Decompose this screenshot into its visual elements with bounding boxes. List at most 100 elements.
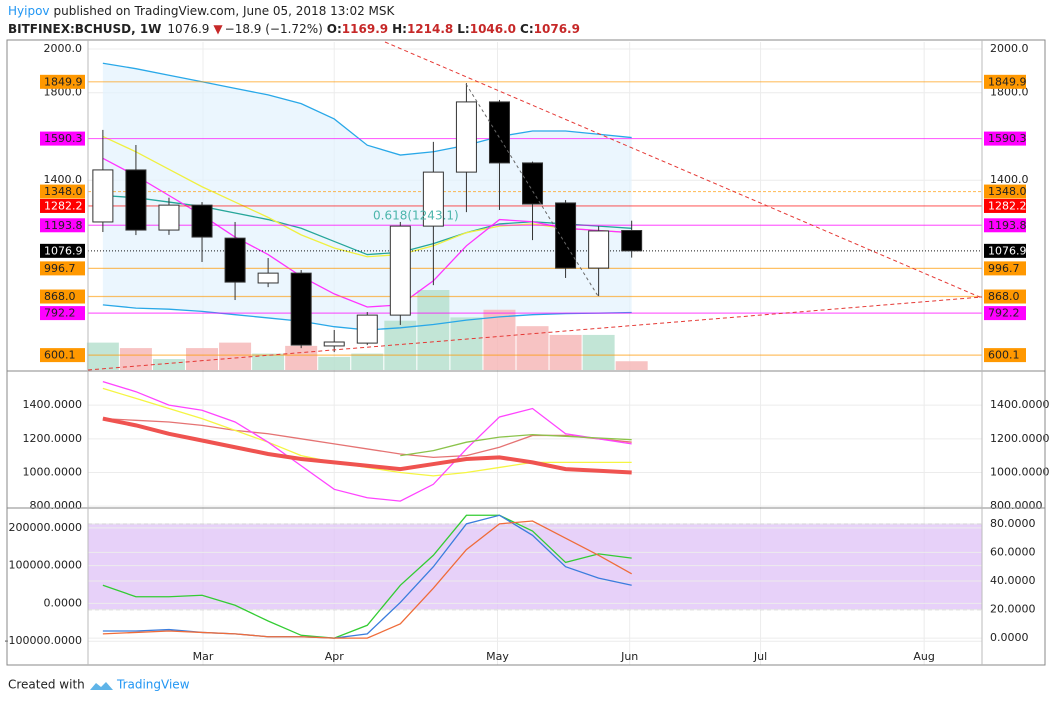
- level-label: 1076.9: [988, 244, 1027, 257]
- h-label: H:: [392, 22, 407, 36]
- volume-bar: [483, 309, 516, 370]
- level-label: 792.2: [988, 307, 1020, 320]
- y-tick-label: 1200.0000: [23, 432, 83, 445]
- level-tag: [984, 243, 1026, 258]
- level-label: 1348.0: [44, 185, 83, 198]
- level-tag: [984, 184, 1026, 199]
- volume-bar: [615, 361, 648, 370]
- band-fill: [102, 63, 632, 330]
- trendline: [87, 296, 983, 371]
- header-line: Hyipov published on TradingView.com, June…: [8, 4, 396, 18]
- level-label: 1193.8: [44, 219, 83, 232]
- y-tick-label: 2000.0: [990, 42, 1029, 55]
- series-line: [102, 520, 632, 639]
- footer-text: Created with: [8, 678, 85, 692]
- volume-bar: [152, 359, 185, 370]
- volume-bar: [417, 290, 450, 370]
- volume-bar: [351, 353, 384, 370]
- volume-bar: [516, 326, 549, 370]
- level-tag: [984, 348, 1026, 363]
- level-tag: [40, 243, 85, 258]
- candle-body: [555, 202, 577, 269]
- level-tag: [984, 218, 1026, 233]
- l: 1046.0: [470, 22, 516, 36]
- y-tick-label: 1000.0000: [23, 465, 83, 478]
- symbol-line: BITFINEX:BCHUSD, 1W 1076.9 ▼ −18.9 (−1.72%)…: [8, 22, 580, 36]
- level-label: 1282.2: [988, 199, 1027, 212]
- level-label: 996.7: [988, 262, 1020, 275]
- level-label: 868.0: [988, 290, 1020, 303]
- level-tag: [40, 306, 85, 321]
- l-label: L:: [457, 22, 469, 36]
- x-tick-label: May: [486, 650, 509, 663]
- y-tick-label: 200000.0000: [9, 521, 82, 534]
- level-tag: [984, 74, 1026, 89]
- candle-body: [522, 162, 544, 205]
- volume-bar: [285, 345, 318, 370]
- y-tick-label: 1400.0000: [23, 398, 83, 411]
- candle-body: [356, 314, 378, 344]
- level-label: 1849.9: [44, 75, 83, 88]
- level-tag: [984, 306, 1026, 321]
- level-tag: [40, 261, 85, 276]
- level-tag: [40, 198, 85, 213]
- candle-body: [588, 230, 610, 269]
- c: 1076.9: [534, 22, 580, 36]
- level-label: 996.7: [44, 262, 76, 275]
- level-label: 1282.2: [44, 199, 83, 212]
- candle-body: [488, 101, 510, 164]
- level-label: 1590.3: [988, 132, 1027, 145]
- x-tick-label: Mar: [193, 650, 214, 663]
- plot-area: Mar Apr May Jun Jul Aug 2000.0 2000.0 1800.0 1800…: [5, 42, 1050, 665]
- y-tick-label: 1400.0: [44, 173, 83, 186]
- level-label: 1348.0: [988, 185, 1027, 198]
- y-tick-label: 40.0000: [990, 574, 1036, 587]
- change: −18.9 (−1.72%): [225, 22, 323, 36]
- annotation: 0.618(1243.1): [373, 209, 459, 223]
- x-tick-label: Jun: [620, 650, 638, 663]
- candle-body: [224, 237, 246, 283]
- level-label: 1193.8: [988, 219, 1027, 232]
- series-line: [102, 514, 632, 639]
- x-tick-label: Aug: [913, 650, 934, 663]
- series-line: [102, 416, 632, 475]
- h: 1214.8: [407, 22, 453, 36]
- volume-bar: [582, 334, 615, 370]
- x-tick-label: Apr: [325, 650, 345, 663]
- candle-body: [389, 225, 411, 316]
- author[interactable]: Hyipov: [8, 4, 50, 18]
- y-tick-label: 100000.0000: [9, 559, 82, 572]
- level-tag: [40, 218, 85, 233]
- volume-bar: [86, 342, 119, 370]
- y-tick-label: 60.0000: [990, 545, 1036, 558]
- level-tag: [40, 74, 85, 89]
- y-tick-label: 1800.0: [44, 86, 83, 99]
- y-tick-label: 2000.0: [44, 42, 83, 55]
- series-line: [102, 157, 632, 308]
- y-tick-label: 1000.0000: [990, 465, 1050, 478]
- level-tag: [984, 289, 1026, 304]
- published: published on TradingView.com, June 05, 2…: [54, 4, 396, 18]
- y-tick-label: 0.0000: [990, 631, 1029, 644]
- level-tag: [984, 198, 1026, 213]
- trendline: [384, 41, 983, 299]
- candle-body: [422, 171, 444, 227]
- series-line: [102, 380, 632, 502]
- candle-body: [290, 272, 312, 346]
- footer-brand[interactable]: TradingView: [116, 678, 190, 692]
- level-label: 600.1: [44, 349, 76, 362]
- volume-bar: [119, 348, 152, 370]
- symbol: BITFINEX:BCHUSD, 1W: [8, 22, 161, 36]
- level-tag: [40, 184, 85, 199]
- y-tick-label: 1800.0: [990, 86, 1029, 99]
- candle-body: [455, 101, 477, 173]
- level-tag: [40, 289, 85, 304]
- volume-bar: [318, 356, 351, 370]
- level-label: 1849.9: [988, 75, 1027, 88]
- volume-bar: [186, 348, 219, 370]
- candle-body: [92, 169, 114, 223]
- frame: [6, 39, 1046, 666]
- y-tick-label: 1400.0000: [990, 398, 1050, 411]
- level-label: 600.1: [988, 349, 1020, 362]
- o: 1169.9: [342, 22, 388, 36]
